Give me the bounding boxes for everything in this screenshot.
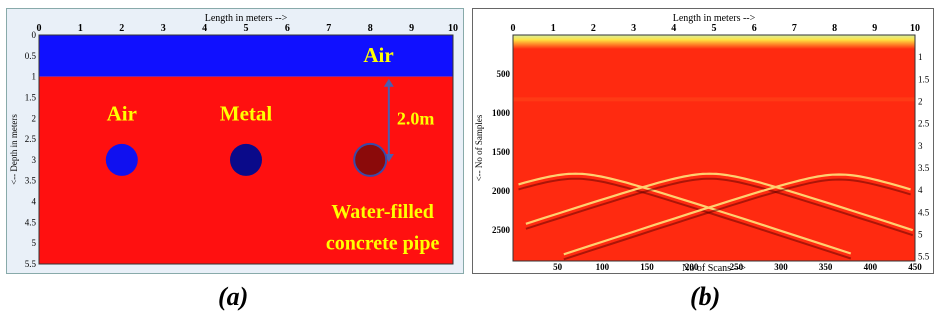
y-tick-label: 1 [32,72,37,82]
water-pipe-label-line1: Water-filled [331,201,434,223]
right-tick-label: 5.5 [918,252,930,262]
metal-pipe-label: Metal [220,101,273,125]
x-tick-label: 5 [244,23,249,34]
hyperbola-2 [525,172,914,232]
model-panel: Length in meters --> <-- Depth in meters 0… [6,8,464,274]
pipe-metal [230,143,262,176]
faint-reflection [513,97,915,102]
bottom-tick-label: 250 [730,262,744,272]
radargram-background [513,35,915,261]
y-tick-label: 2 [32,113,37,123]
left-tick-label: 2000 [492,186,511,196]
right-tick-label: 2 [918,96,923,106]
depth-label: 2.0m [397,109,435,129]
x-tick-label: 3 [161,23,166,34]
right-tick-label: 3.5 [918,163,930,173]
air-layer [39,35,453,77]
x-tick-label: 10 [448,23,458,34]
top-tick-label: 4 [671,23,676,34]
air-layer-label: Air [363,43,393,67]
top-tick-label: 3 [631,23,636,34]
depth-arrow-head-top [383,78,394,87]
top-tick-label: 0 [511,23,516,34]
y-tick-label: 1.5 [25,92,37,102]
left-tick-label: 500 [497,69,511,79]
bottom-tick-label: 350 [819,262,833,272]
caption-b: (b) [690,282,721,311]
hyperbola-shadow-1 [518,177,852,260]
right-tick-label: 2.5 [918,119,930,129]
hyperbola-3 [563,173,911,256]
hyperbola-1 [518,172,852,255]
pipe-water [353,142,388,177]
y-tick-label: 5.5 [25,259,37,269]
top-tick-label: 1 [551,23,556,34]
y-axis-title: <-- Depth in meters [9,114,19,185]
x-tick-label: 4 [202,23,207,34]
bottom-axis-title: No of Scans --> [682,263,746,273]
top-tick-label: 9 [872,23,877,34]
top-tick-label: 7 [792,23,797,34]
plot-frame [512,34,916,262]
top-axis-title: Length in meters --> [673,13,756,24]
bottom-tick-label: 300 [774,262,788,272]
left-tick-label: 1500 [492,147,511,157]
x-tick-label: 9 [409,23,414,34]
bottom-tick-label: 200 [685,262,699,272]
hyperbola-shadow-2 [525,177,914,237]
pipe-air [105,143,138,176]
right-tick-label: 5 [918,229,923,239]
x-tick-label: 8 [368,23,373,34]
x-tick-label: 6 [285,23,290,34]
top-tick-label: 5 [712,23,717,34]
right-tick-label: 4 [918,185,923,195]
right-tick-label: 3 [918,141,923,151]
plot-frame [38,34,454,265]
bottom-tick-label: 100 [596,262,610,272]
y-tick-label: 3.5 [25,176,37,186]
x-tick-label: 7 [326,23,331,34]
left-tick-label: 1000 [492,108,511,118]
x-tick-label: 2 [119,23,124,34]
right-tick-label: 1.5 [918,74,930,84]
surface-reflection-band [513,35,915,49]
y-tick-label: 5 [32,238,37,248]
y-tick-label: 4.5 [25,217,37,227]
x-tick-label: 0 [37,23,42,34]
left-tick-label: 2500 [492,225,511,235]
water-pipe-label-line2: concrete pipe [326,232,440,254]
left-axis-title: <-- No of Samples [474,114,484,181]
x-tick-label: 1 [78,23,83,34]
top-tick-label: 6 [752,23,757,34]
y-tick-label: 0.5 [25,51,37,61]
y-tick-label: 3 [32,155,37,165]
x-axis-title: Length in meters --> [205,13,288,24]
y-tick-label: 0 [32,30,37,40]
top-tick-label: 10 [910,23,920,34]
top-tick-label: 8 [832,23,837,34]
radargram-panel: Length in meters --> No of Scans --> <-- N… [472,8,934,274]
radargram-diagram: Length in meters --> No of Scans --> <-- N… [474,13,930,273]
bottom-tick-label: 450 [908,262,922,272]
bottom-tick-label: 400 [864,262,878,272]
top-tick-label: 2 [591,23,596,34]
air-pipe-label: Air [107,101,137,125]
y-tick-label: 2.5 [25,134,37,144]
hyperbola-shadow-3 [563,178,911,261]
right-tick-label: 1 [918,52,923,62]
bottom-tick-label: 50 [553,262,563,272]
y-tick-label: 4 [32,197,37,207]
caption-a: (a) [218,282,249,311]
bottom-tick-label: 150 [640,262,654,272]
model-diagram: Length in meters --> <-- Depth in meters 0… [9,13,458,269]
right-tick-label: 4.5 [918,207,930,217]
